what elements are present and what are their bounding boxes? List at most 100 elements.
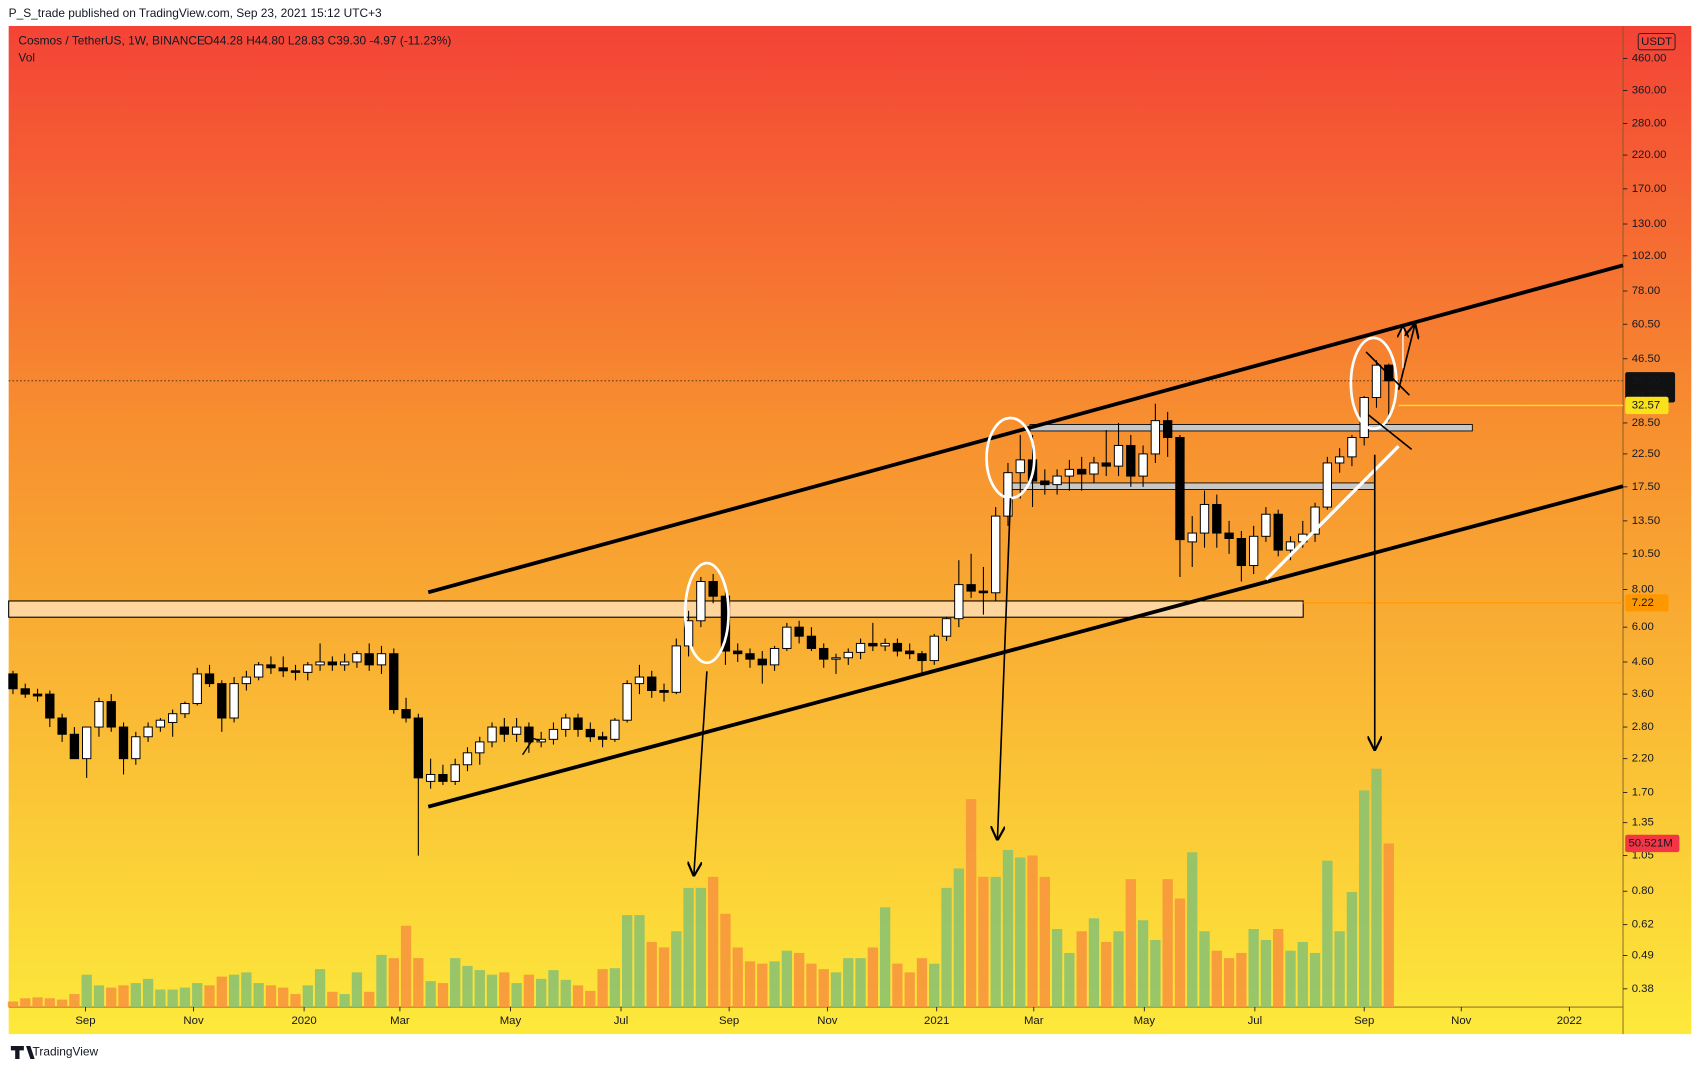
candle-body [1126, 444, 1136, 477]
volume-bar [93, 985, 105, 1008]
volume-bar [118, 985, 129, 1008]
volume-bar [1088, 918, 1100, 1008]
drawings [427, 263, 1624, 875]
candle-body [683, 620, 694, 647]
volume-bar [290, 994, 301, 1008]
candle-body [647, 676, 657, 692]
candle-body [769, 647, 780, 666]
candle-body [45, 693, 55, 719]
volume-bar [474, 970, 485, 1008]
candle-body [745, 653, 755, 660]
volume-bar [450, 958, 461, 1008]
volume-bar [167, 989, 178, 1008]
volume-bar [830, 972, 842, 1008]
volume-bar [7, 1001, 19, 1008]
candle-body [1224, 532, 1234, 539]
y-tick-label: 1.35 [1632, 817, 1654, 829]
y-tick-label: 220.00 [1632, 149, 1667, 161]
candle-body [376, 653, 387, 666]
candle-body [941, 618, 952, 637]
volume-bar [400, 925, 412, 1008]
volume-bar [192, 983, 203, 1008]
candle-body [69, 733, 80, 760]
volume-bar [413, 958, 424, 1008]
volume-bar [818, 969, 829, 1008]
y-tick-label: 0.38 [1632, 983, 1654, 995]
countdown-label: 3d 12h [1632, 389, 1667, 401]
volume-bar [1223, 958, 1235, 1008]
volume-bar [32, 997, 43, 1008]
volume-bar [228, 974, 240, 1008]
volume-bar [941, 887, 952, 1008]
volume-bar [69, 994, 80, 1008]
volume-bar [560, 979, 571, 1008]
volume-bar [892, 963, 903, 1008]
highlight-ellipse [683, 561, 730, 665]
x-tick-label: Sep [719, 1015, 739, 1027]
candle-body [229, 683, 239, 719]
candle-body [303, 664, 313, 673]
candle-body [954, 584, 964, 620]
volume-bar [1002, 849, 1014, 1008]
candle-body [978, 590, 989, 594]
candle-body [94, 701, 104, 728]
volume-bar [916, 958, 928, 1008]
y-tick-label: 10.50 [1632, 548, 1660, 560]
candle-body [217, 683, 227, 719]
candle-body [1285, 541, 1296, 551]
volume-bar [106, 987, 117, 1008]
y-tick-label: 0.80 [1632, 885, 1654, 897]
candle-body [585, 728, 595, 738]
volume-bar [707, 876, 719, 1008]
candle-body [720, 595, 731, 652]
volume-bar [683, 887, 694, 1008]
candle-body [597, 736, 608, 740]
candle-body [1113, 444, 1124, 467]
candle-body [425, 773, 436, 782]
volume-bar [1113, 931, 1124, 1008]
x-tick-label: Sep [75, 1015, 95, 1027]
volume-bar [1064, 952, 1075, 1008]
volume-bar [867, 947, 879, 1008]
footer-brand: TradingView [33, 1045, 99, 1059]
volume-bar [511, 983, 522, 1008]
candle-body [966, 584, 976, 592]
candle-body [831, 657, 841, 660]
volume-bar [806, 963, 817, 1008]
volume-bar [1199, 931, 1210, 1008]
candle-body [475, 741, 485, 754]
candle-body [573, 717, 583, 730]
candle-body [1077, 468, 1087, 475]
candle-body [548, 728, 559, 740]
candle-body [389, 653, 399, 711]
volume-bar [1334, 931, 1345, 1008]
y-tick-label: 102.00 [1632, 250, 1667, 262]
volume-bar [1125, 879, 1136, 1008]
candle-body [143, 726, 153, 738]
y-tick-label: 8.00 [1632, 583, 1654, 595]
candle-body [868, 642, 878, 647]
support-zone [8, 600, 1304, 618]
candle-body [450, 764, 460, 782]
channel-bottom [427, 484, 1624, 809]
volume-bar [1236, 952, 1247, 1008]
volume-bar [523, 974, 535, 1008]
candle-body [610, 719, 620, 740]
volume-bar [622, 915, 633, 1008]
y-tick-label: 0.62 [1632, 919, 1654, 931]
candle-body [118, 726, 129, 760]
volume-bar [781, 950, 793, 1008]
volume-bar [744, 961, 756, 1008]
volume-title: Vol [18, 51, 35, 65]
candle-body [290, 670, 301, 673]
y-tick-label: 2.80 [1632, 721, 1654, 733]
candle-body [438, 773, 448, 782]
currency-box [1637, 33, 1676, 51]
x-tick-label: 2021 [924, 1015, 949, 1027]
volume-label-box [1625, 834, 1680, 853]
volume-bar [44, 998, 55, 1008]
candle-body [634, 676, 645, 685]
volume-bar [1101, 941, 1112, 1008]
volume-bar [1297, 941, 1308, 1008]
candle-body [929, 635, 939, 662]
